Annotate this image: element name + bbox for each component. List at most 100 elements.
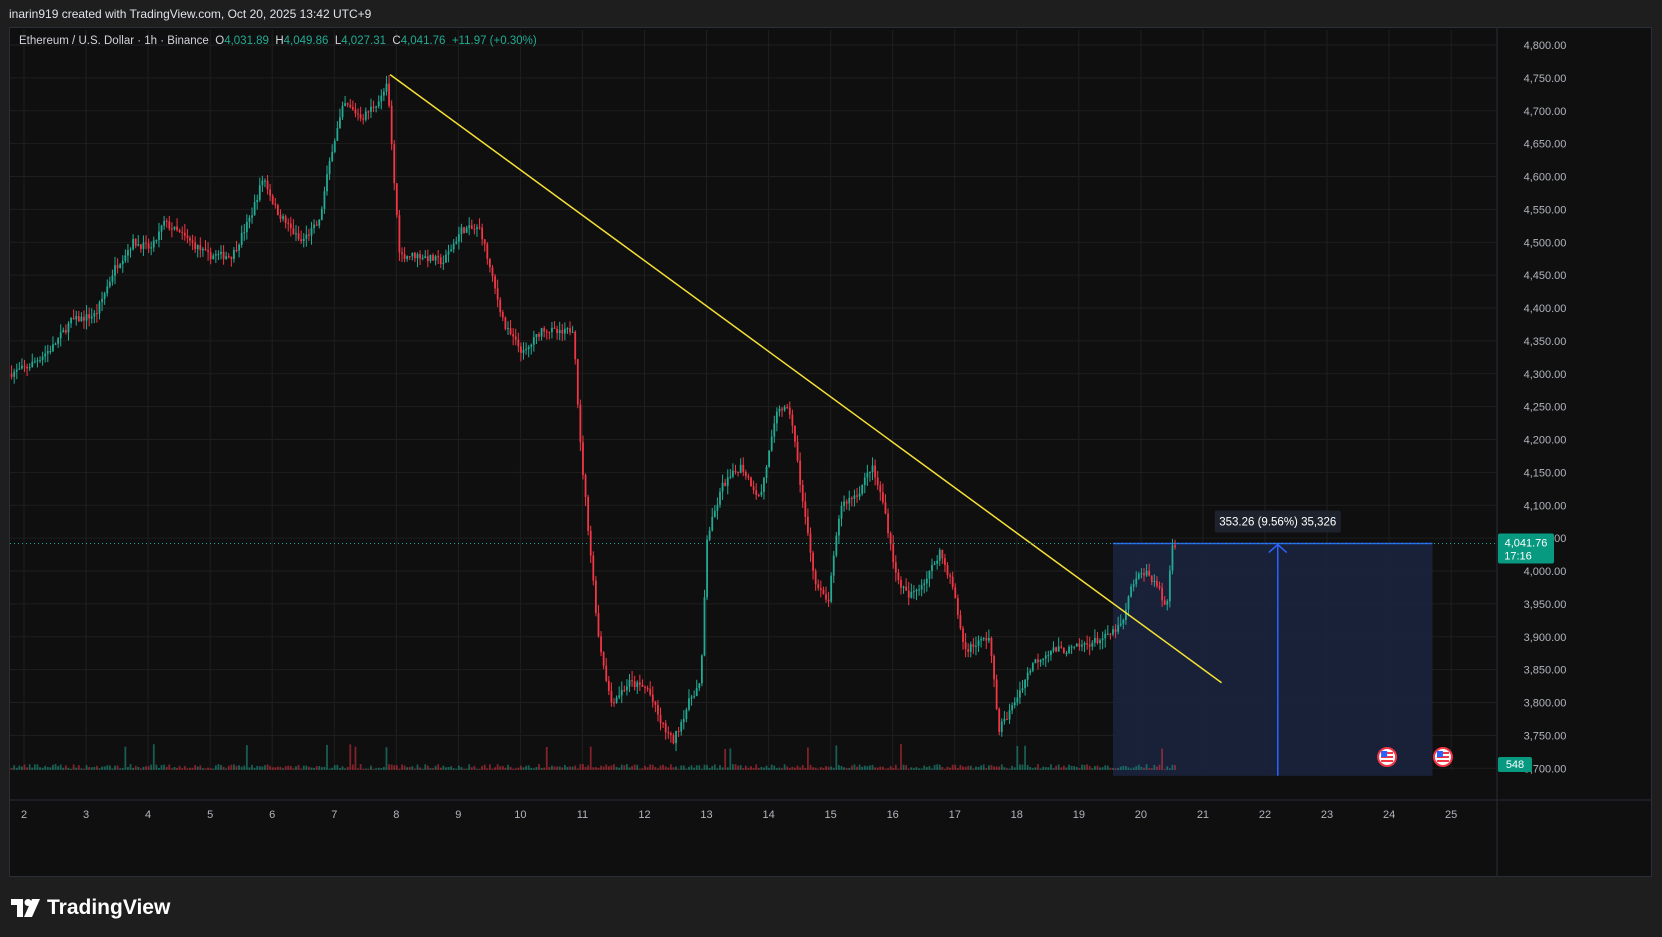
candle-body bbox=[261, 180, 264, 186]
measure-label: 353.26 (9.56%) 35,326 bbox=[1219, 517, 1336, 529]
candle-body bbox=[331, 152, 334, 162]
candle-body bbox=[10, 373, 13, 377]
candle-body bbox=[225, 256, 228, 259]
volume-bar bbox=[284, 766, 287, 770]
symbol-name[interactable]: Ethereum / U.S. Dollar · 1h · Binance bbox=[19, 35, 209, 47]
volume-bar bbox=[825, 766, 827, 770]
volume-bar bbox=[243, 765, 246, 770]
volume-bar bbox=[876, 767, 879, 770]
volume-bar bbox=[592, 767, 595, 770]
volume-bar bbox=[809, 764, 812, 770]
candle-body bbox=[478, 227, 481, 229]
candle-body bbox=[845, 501, 848, 504]
measure-range-box[interactable] bbox=[1112, 543, 1433, 776]
price-axis-label: 4,600.00 bbox=[1524, 172, 1567, 184]
candle-body bbox=[1091, 642, 1094, 647]
candle-body bbox=[134, 238, 137, 246]
volume-bar bbox=[108, 765, 111, 770]
price-axis-label: 4,200.00 bbox=[1524, 435, 1567, 447]
price-axis-label: 4,800.00 bbox=[1524, 40, 1567, 52]
candle-body bbox=[1145, 570, 1148, 576]
candle-body bbox=[982, 638, 985, 640]
volume-bar bbox=[628, 767, 631, 770]
volume-bar bbox=[245, 745, 248, 770]
time-axis-label: 8 bbox=[393, 809, 399, 821]
candle-body bbox=[628, 680, 631, 687]
volume-bar bbox=[607, 766, 610, 770]
candle-body bbox=[610, 690, 613, 703]
volume-bar bbox=[292, 768, 295, 770]
volume-bar bbox=[98, 768, 101, 770]
candle-body bbox=[869, 472, 871, 474]
candle-body bbox=[395, 183, 398, 216]
volume-bar bbox=[382, 766, 385, 770]
candle-body bbox=[486, 243, 489, 259]
candle-body bbox=[473, 228, 476, 230]
volume-bar bbox=[349, 744, 352, 770]
candle-body bbox=[46, 351, 49, 354]
volume-bar bbox=[183, 766, 186, 770]
volume-bar bbox=[858, 764, 861, 770]
volume-bar bbox=[437, 764, 440, 770]
candle-body bbox=[72, 318, 75, 320]
candle-body bbox=[695, 687, 698, 696]
candle-body bbox=[626, 686, 628, 691]
candle-body bbox=[26, 366, 29, 369]
candle-body bbox=[292, 228, 295, 235]
candle-body bbox=[18, 368, 21, 370]
price-axis-label: 4,550.00 bbox=[1524, 204, 1567, 216]
volume-bar bbox=[194, 765, 197, 770]
volume-bar bbox=[786, 766, 789, 770]
volume-bar bbox=[375, 768, 378, 770]
volume-bar bbox=[752, 768, 755, 770]
volume-bar bbox=[103, 766, 106, 770]
volume-bar bbox=[1127, 767, 1130, 770]
volume-bar bbox=[799, 767, 802, 770]
volume-bar bbox=[432, 768, 434, 770]
volume-bar bbox=[96, 765, 98, 770]
volume-bar bbox=[514, 768, 517, 770]
candle-body bbox=[721, 482, 724, 492]
tradingview-brand[interactable]: TradingView bbox=[11, 896, 170, 920]
candle-body bbox=[623, 690, 626, 692]
volume-bar bbox=[863, 765, 866, 770]
volume-bar bbox=[602, 766, 605, 770]
volume-bar bbox=[698, 765, 701, 770]
candle-body bbox=[858, 493, 861, 497]
volume-bar bbox=[406, 767, 409, 770]
price-axis-label: 4,100.00 bbox=[1524, 500, 1567, 512]
candle-body bbox=[183, 232, 186, 236]
volume-bar bbox=[429, 768, 432, 770]
volume-bar bbox=[719, 765, 721, 770]
volume-bar bbox=[28, 764, 31, 770]
candle-body bbox=[1163, 600, 1166, 605]
volume-bar bbox=[132, 767, 135, 770]
volume-bar bbox=[233, 764, 235, 770]
candle-body bbox=[253, 202, 256, 216]
candle-body bbox=[1024, 679, 1026, 689]
candle-body bbox=[41, 356, 44, 360]
volume-bar bbox=[424, 764, 427, 770]
volume-bar bbox=[729, 748, 732, 770]
candle-body bbox=[382, 91, 385, 96]
candle-body bbox=[838, 518, 840, 536]
volume-bar bbox=[150, 764, 153, 770]
volume-bar bbox=[850, 765, 853, 770]
volume-bar bbox=[26, 767, 29, 770]
trendline[interactable] bbox=[389, 73, 1223, 684]
candle-body bbox=[367, 111, 370, 113]
last-price-tag[interactable] bbox=[1498, 533, 1554, 564]
time-axis-label: 9 bbox=[455, 809, 461, 821]
volume-bar bbox=[1003, 767, 1006, 770]
volume-bar bbox=[21, 766, 23, 770]
volume-bar bbox=[975, 766, 977, 770]
candle-body bbox=[452, 243, 455, 250]
volume-bar bbox=[770, 764, 773, 770]
candle-body bbox=[980, 639, 983, 641]
volume-bar bbox=[465, 768, 468, 770]
candle-body bbox=[732, 470, 734, 477]
volume-bar bbox=[951, 764, 954, 770]
candle-body bbox=[129, 249, 132, 251]
candle-body bbox=[305, 234, 308, 239]
